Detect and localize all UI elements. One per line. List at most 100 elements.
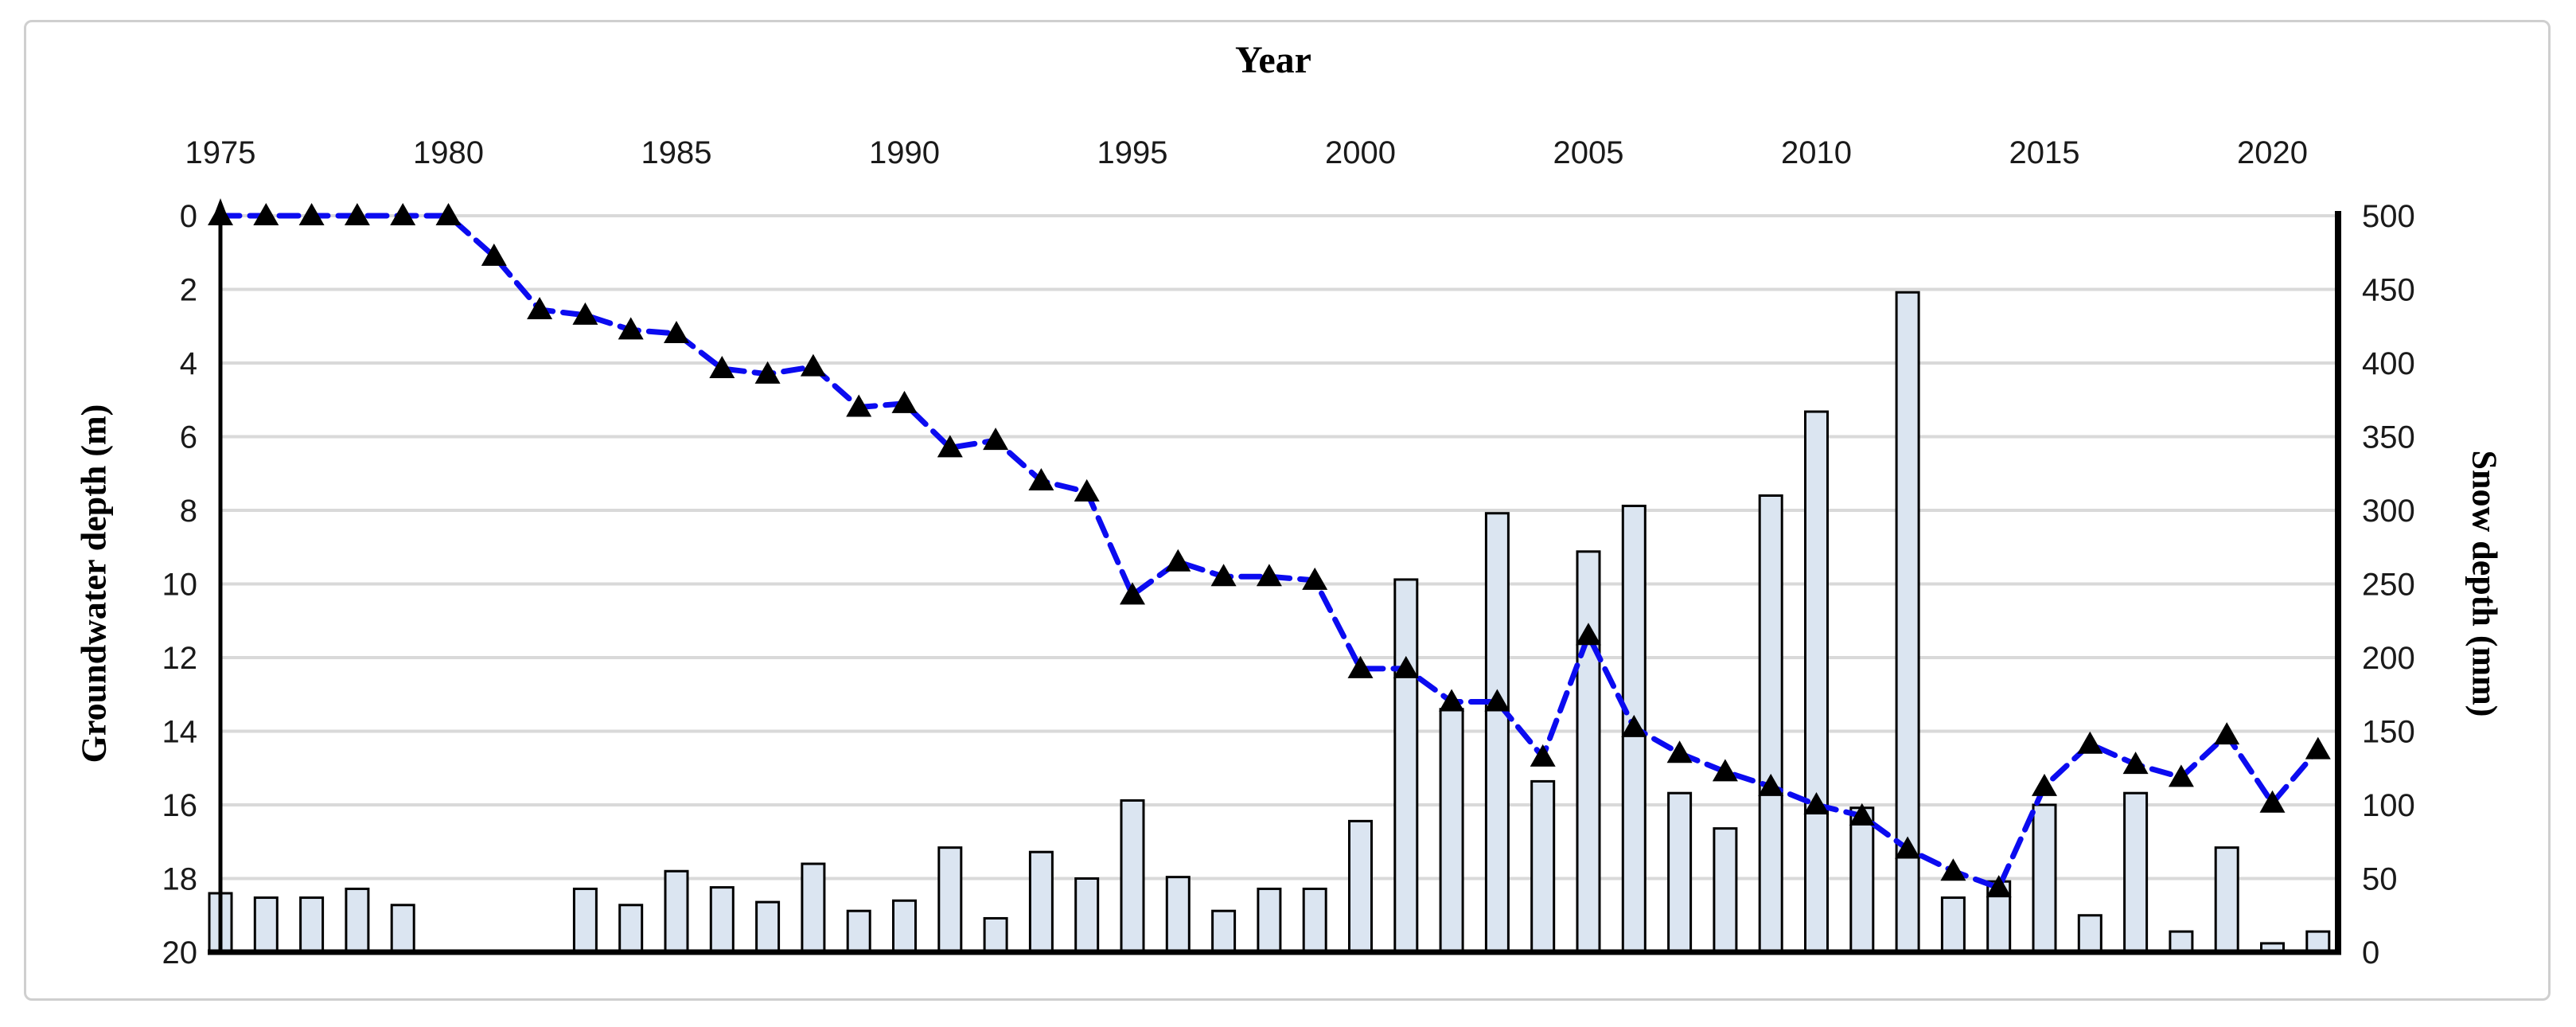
snow-bar-2010 bbox=[1804, 410, 1829, 954]
triangle-marker-1997 bbox=[1210, 564, 1237, 587]
snow-bar-1987 bbox=[755, 900, 781, 954]
axes bbox=[208, 198, 2341, 955]
left-tick-label: 20 bbox=[162, 935, 198, 970]
triangle-marker-1976 bbox=[253, 203, 279, 225]
triangle-marker-1999 bbox=[1302, 567, 1328, 590]
triangle-marker-2013 bbox=[1940, 858, 1966, 881]
snow-bar-2007 bbox=[1667, 791, 1693, 954]
x-tick-label: 1985 bbox=[641, 135, 712, 170]
right-tick-label: 500 bbox=[2362, 199, 2415, 234]
triangle-marker-1980 bbox=[435, 203, 462, 225]
snow-bar-1998 bbox=[1257, 887, 1282, 954]
triangle-marker-2009 bbox=[1758, 773, 1784, 796]
snow-bar-2004 bbox=[1530, 779, 1556, 954]
right-tick-label: 350 bbox=[2362, 420, 2415, 455]
x-tick-label: 2015 bbox=[2009, 135, 2080, 170]
left-tick-label: 4 bbox=[180, 346, 197, 381]
snow-bar-1997 bbox=[1211, 909, 1237, 954]
left-tick-label: 16 bbox=[162, 788, 198, 823]
triangle-marker-1982 bbox=[527, 296, 553, 319]
x-tick-label: 1975 bbox=[185, 135, 256, 170]
snow-bar-2001 bbox=[1393, 578, 1419, 954]
triangle-marker-2006 bbox=[1621, 714, 1647, 737]
x-axis-title: Year bbox=[1235, 39, 1311, 81]
triangle-marker-2010 bbox=[1803, 792, 1830, 814]
snow-bar-2005 bbox=[1576, 550, 1601, 954]
right-tick-label: 50 bbox=[2362, 862, 2398, 897]
snow-bar-1990 bbox=[892, 899, 917, 954]
snow-bar-1978 bbox=[345, 887, 370, 954]
snow-bar-1993 bbox=[1028, 850, 1054, 954]
triangle-marker-1987 bbox=[754, 361, 781, 384]
x-tick-label: 1990 bbox=[869, 135, 940, 170]
triangle-marker-1990 bbox=[891, 390, 918, 413]
snow-bar-1983 bbox=[572, 887, 598, 954]
snow-bar-1988 bbox=[801, 862, 826, 954]
triangle-marker-1995 bbox=[1120, 582, 1145, 605]
snow-bar-1992 bbox=[983, 916, 1008, 954]
snow-bar-1995 bbox=[1120, 799, 1145, 954]
snow-bar-1989 bbox=[846, 909, 871, 954]
left-axis-tick-labels: 0 2 4 6 8 10 12 14 16 18 20 bbox=[162, 199, 198, 970]
snow-bar-2013 bbox=[1940, 896, 1966, 954]
x-axis-tick-labels: 1975 1980 1985 1990 1995 2000 2005 2010 2015 2020 bbox=[185, 135, 2308, 170]
triangle-marker-1994 bbox=[1074, 478, 1100, 502]
right-tick-label: 300 bbox=[2362, 494, 2415, 529]
snow-bar-2017 bbox=[2123, 791, 2149, 954]
triangle-marker-1981 bbox=[481, 243, 507, 266]
left-tick-label: 2 bbox=[180, 273, 197, 308]
triangle-marker-1975 bbox=[208, 203, 233, 225]
triangle-marker-2005 bbox=[1576, 623, 1601, 646]
snow-bar-1986 bbox=[709, 886, 735, 954]
triangle-marker-2016 bbox=[2077, 731, 2103, 754]
gridlines bbox=[220, 214, 2338, 954]
right-tick-label: 100 bbox=[2362, 788, 2415, 823]
snow-depth-bars bbox=[208, 291, 2331, 954]
triangle-marker-1988 bbox=[800, 353, 826, 377]
triangle-marker-1989 bbox=[846, 394, 872, 417]
snow-bar-2009 bbox=[1758, 494, 1783, 954]
triangle-marker-2008 bbox=[1712, 759, 1738, 782]
left-tick-label: 18 bbox=[162, 862, 198, 897]
snow-bar-1976 bbox=[253, 896, 279, 954]
x-tick-label: 2020 bbox=[2237, 135, 2308, 170]
triangle-marker-2003 bbox=[1484, 689, 1510, 712]
left-tick-label: 8 bbox=[180, 494, 197, 529]
left-tick-label: 10 bbox=[162, 568, 198, 603]
triangle-marker-1977 bbox=[298, 203, 325, 225]
right-tick-label: 400 bbox=[2362, 346, 2415, 381]
snow-bar-2003 bbox=[1484, 512, 1510, 954]
triangle-marker-2012 bbox=[1895, 836, 1921, 859]
x-tick-label: 2000 bbox=[1325, 135, 1396, 170]
triangle-marker-1978 bbox=[344, 203, 370, 225]
triangle-marker-2001 bbox=[1393, 655, 1419, 678]
triangle-marker-2014 bbox=[1986, 875, 2012, 898]
triangle-marker-1986 bbox=[709, 355, 735, 378]
snow-bar-2002 bbox=[1439, 708, 1464, 954]
snow-bar-1999 bbox=[1302, 887, 1327, 954]
snow-bar-1984 bbox=[618, 904, 644, 954]
left-axis-title: Groundwater depth (m) bbox=[74, 404, 114, 763]
left-tick-label: 0 bbox=[180, 199, 197, 234]
triangle-marker-2007 bbox=[1666, 740, 1693, 763]
snow-bar-1994 bbox=[1074, 877, 1100, 954]
right-tick-label: 0 bbox=[2362, 935, 2379, 970]
triangle-marker-1984 bbox=[618, 317, 644, 340]
triangle-marker-1979 bbox=[390, 203, 416, 225]
right-tick-label: 200 bbox=[2362, 641, 2415, 676]
right-tick-label: 450 bbox=[2362, 273, 2415, 308]
triangle-marker-2021 bbox=[2305, 736, 2331, 760]
x-tick-label: 2010 bbox=[1781, 135, 1852, 170]
snow-bar-1979 bbox=[390, 904, 415, 954]
triangle-marker-2015 bbox=[2032, 773, 2057, 796]
snow-bar-2016 bbox=[2077, 914, 2102, 954]
snow-bar-2011 bbox=[1849, 806, 1875, 954]
triangle-marker-2000 bbox=[1347, 655, 1374, 678]
snow-bar-1991 bbox=[937, 846, 963, 954]
triangle-marker-1985 bbox=[664, 321, 689, 343]
triangle-marker-2002 bbox=[1439, 689, 1465, 712]
snow-bar-1996 bbox=[1165, 876, 1191, 954]
